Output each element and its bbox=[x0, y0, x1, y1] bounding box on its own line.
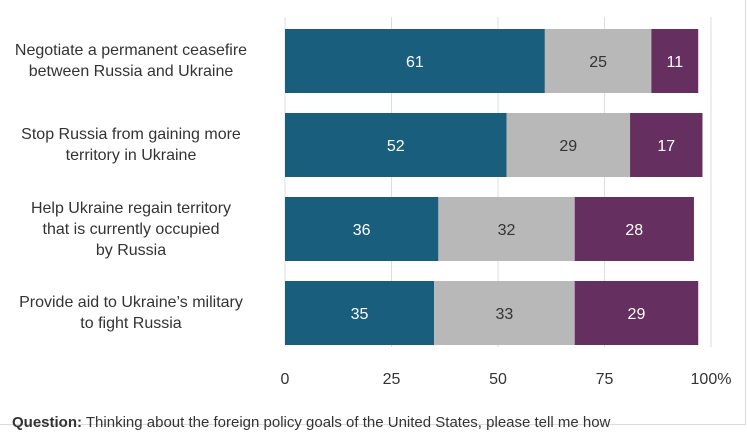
bar-data-label: 29 bbox=[628, 306, 646, 323]
category-label-line: Stop Russia from gaining more bbox=[21, 126, 241, 143]
bar-segment bbox=[438, 197, 575, 261]
question-prefix: Question: bbox=[12, 414, 82, 431]
x-tick-label: 25 bbox=[383, 371, 401, 388]
bar-segment bbox=[574, 281, 699, 345]
category-label: Stop Russia from gaining more territory i… bbox=[0, 124, 266, 166]
bar-data-label: 32 bbox=[498, 222, 516, 239]
bar-segment bbox=[574, 197, 694, 261]
category-label-line: to fight Russia bbox=[80, 315, 182, 332]
x-tick-label: 100% bbox=[691, 371, 732, 388]
bar-segment bbox=[651, 29, 699, 93]
category-label-line: Help Ukraine regain territory bbox=[30, 199, 232, 217]
bar-segment bbox=[434, 281, 575, 345]
category-label-line: by Russia bbox=[95, 241, 167, 259]
bar-segment bbox=[285, 29, 545, 93]
category-label-line: territory in Ukraine bbox=[65, 147, 197, 164]
bar-segment bbox=[544, 29, 652, 93]
bar-data-label: 52 bbox=[387, 138, 405, 155]
x-tick-label: 50 bbox=[489, 371, 507, 388]
question-note: Question: Thinking about the foreign pol… bbox=[12, 414, 610, 432]
x-tick-label: 0 bbox=[281, 371, 290, 388]
category-label: Help Ukraine regain territory that is cur… bbox=[0, 198, 266, 261]
category-label: Negotiate a permanent ceasefire between R… bbox=[0, 40, 266, 82]
bar-segment bbox=[630, 113, 703, 177]
bars bbox=[285, 29, 703, 345]
bar-data-label: 11 bbox=[666, 54, 683, 71]
bar-data-label: 25 bbox=[589, 54, 607, 71]
bar-data-label: 28 bbox=[625, 222, 643, 239]
bar-segment bbox=[285, 113, 507, 177]
category-label-line: Negotiate a permanent ceasefire bbox=[14, 42, 248, 59]
bar-data-label: 61 bbox=[406, 54, 424, 71]
x-axis-ticks: 0 25 50 75 100% bbox=[281, 371, 732, 388]
category-label: Provide aid to Ukraine’s military to figh… bbox=[0, 292, 266, 334]
bar-data-label: 36 bbox=[353, 222, 371, 239]
bar-data-label: 35 bbox=[351, 306, 369, 323]
category-label-line: that is currently occupied bbox=[42, 220, 220, 238]
bar-segment bbox=[285, 197, 439, 261]
stacked-bar-chart: 61 25 11 52 29 17 36 32 28 35 33 29 0 25 50 75 100% bbox=[281, 17, 732, 388]
bar-data-label: 17 bbox=[657, 138, 675, 155]
x-tick-label: 75 bbox=[596, 371, 614, 388]
category-label-line: Provide aid to Ukraine’s military bbox=[19, 294, 243, 311]
bar-data-label: 29 bbox=[559, 138, 577, 155]
category-label-line: between Russia and Ukraine bbox=[28, 63, 234, 80]
data-labels: 61 25 11 52 29 17 36 32 28 35 33 29 bbox=[351, 54, 684, 323]
question-text: Thinking about the foreign policy goals … bbox=[82, 414, 611, 431]
bar-segment bbox=[506, 113, 631, 177]
bar-segment bbox=[285, 281, 435, 345]
bar-data-label: 33 bbox=[495, 306, 513, 323]
